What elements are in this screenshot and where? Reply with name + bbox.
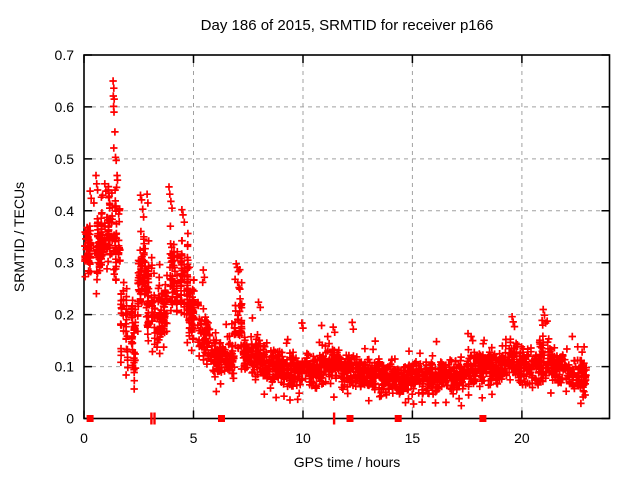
chart-title: Day 186 of 2015, SRMTID for receiver p16… xyxy=(201,17,494,34)
x-tick-label: 5 xyxy=(190,430,198,446)
outage-square-marker xyxy=(218,415,225,422)
y-tick-label: 0 xyxy=(66,411,74,427)
y-tick-label: 0.2 xyxy=(55,307,75,323)
y-tick-label: 0.1 xyxy=(55,359,75,375)
y-tick-label: 0.5 xyxy=(55,151,75,167)
data-points xyxy=(81,77,590,410)
y-tick-label: 0.3 xyxy=(55,255,75,271)
outage-square-marker xyxy=(86,415,94,422)
outage-markers xyxy=(86,412,487,425)
y-tick-label: 0.4 xyxy=(55,203,75,219)
outage-tick-marker xyxy=(150,412,336,425)
x-tick-label: 0 xyxy=(80,430,88,446)
y-tick-label: 0.7 xyxy=(55,47,75,63)
axis-tick-labels: 0 0.1 0.2 0.3 0.4 0.5 0.6 0.7 0 5 10 15 20 xyxy=(55,47,530,446)
y-axis-label: SRMTID / TECUs xyxy=(11,182,27,292)
y-tick-label: 0.6 xyxy=(55,99,75,115)
x-tick-label: 15 xyxy=(405,430,421,446)
x-tick-label: 20 xyxy=(514,430,530,446)
outage-square-marker xyxy=(394,415,402,422)
x-tick-label: 10 xyxy=(295,430,311,446)
outage-square-marker xyxy=(479,415,487,422)
outage-square-marker xyxy=(346,415,354,422)
x-axis-label: GPS time / hours xyxy=(294,454,401,470)
